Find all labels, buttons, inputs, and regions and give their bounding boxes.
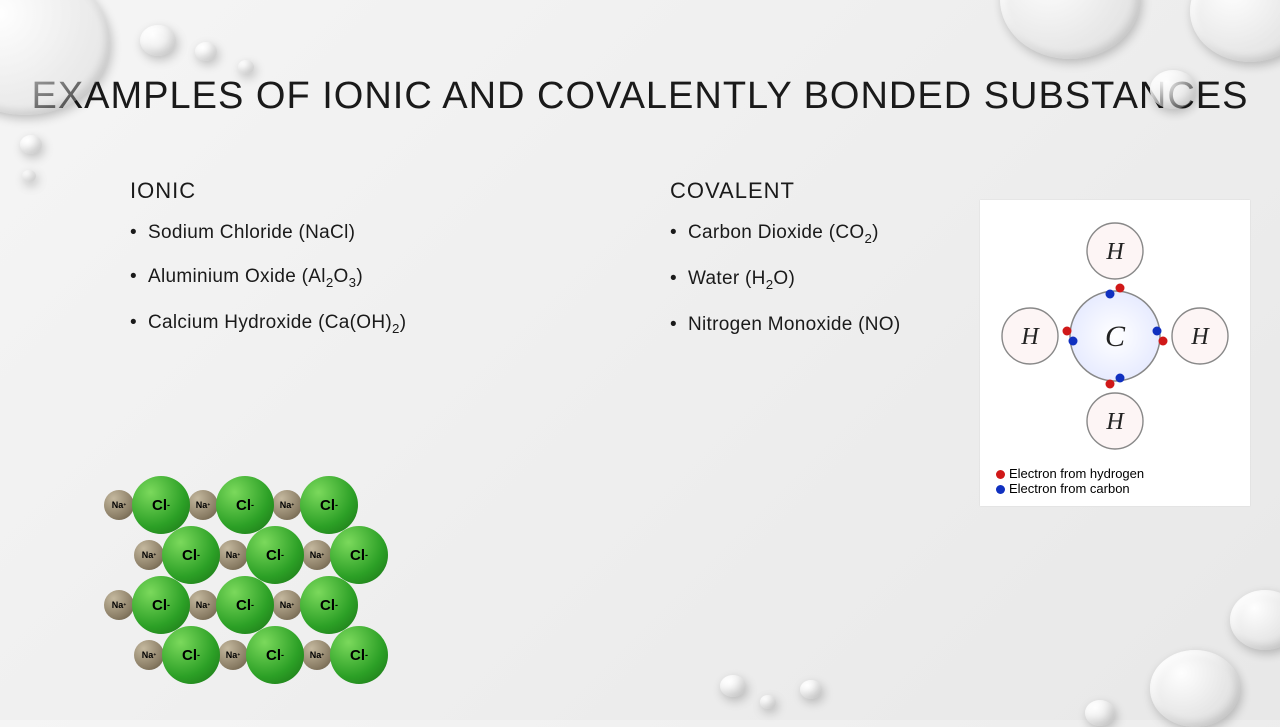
sodium-ion: Na+: [218, 640, 248, 670]
sodium-ion: Na+: [134, 540, 164, 570]
sodium-ion: Na+: [302, 640, 332, 670]
chloride-ion: Cl-: [132, 476, 190, 534]
water-droplet-decoration: [22, 170, 36, 182]
chloride-ion: Cl-: [330, 526, 388, 584]
list-item: Calcium Hydroxide (Ca(OH)2): [130, 312, 610, 336]
water-droplet-decoration: [1230, 590, 1280, 650]
water-droplet-decoration: [1150, 650, 1240, 727]
water-droplet-decoration: [760, 695, 776, 709]
list-item: Aluminium Oxide (Al2O3): [130, 266, 610, 290]
chloride-ion: Cl-: [246, 626, 304, 684]
water-droplet-decoration: [720, 675, 746, 697]
nacl-lattice-diagram: Na+Cl-Na+Cl-Na+Cl-Na+Cl-Na+Cl-Na+Cl-Na+C…: [105, 480, 387, 680]
legend-hydrogen: Electron from hydrogen: [996, 466, 1240, 481]
water-droplet-decoration: [238, 60, 254, 74]
chloride-ion: Cl-: [132, 576, 190, 634]
sodium-ion: Na+: [104, 590, 134, 620]
list-item: Sodium Chloride (NaCl): [130, 222, 610, 244]
sodium-ion: Na+: [134, 640, 164, 670]
sodium-ion: Na+: [272, 590, 302, 620]
legend-carbon: Electron from carbon: [996, 481, 1240, 496]
svg-text:H: H: [1020, 324, 1040, 350]
chloride-ion: Cl-: [162, 526, 220, 584]
chloride-ion: Cl-: [162, 626, 220, 684]
diagram-legend: Electron from hydrogen Electron from car…: [990, 466, 1240, 496]
sodium-ion: Na+: [302, 540, 332, 570]
chloride-ion: Cl-: [300, 476, 358, 534]
water-droplet-decoration: [195, 42, 217, 61]
water-droplet-decoration: [1085, 700, 1115, 726]
ionic-column: IONIC Sodium Chloride (NaCl) Aluminium Ox…: [130, 178, 610, 358]
svg-text:H: H: [1105, 409, 1125, 435]
svg-text:H: H: [1105, 239, 1125, 265]
chloride-ion: Cl-: [216, 576, 274, 634]
chloride-ion: Cl-: [246, 526, 304, 584]
svg-text:C: C: [1105, 320, 1126, 353]
sodium-ion: Na+: [272, 490, 302, 520]
sodium-ion: Na+: [188, 490, 218, 520]
svg-text:H: H: [1190, 324, 1210, 350]
sodium-ion: Na+: [218, 540, 248, 570]
ionic-heading: IONIC: [130, 178, 610, 204]
sodium-ion: Na+: [104, 490, 134, 520]
chloride-ion: Cl-: [216, 476, 274, 534]
water-droplet-decoration: [800, 680, 822, 699]
ionic-list: Sodium Chloride (NaCl) Aluminium Oxide (A…: [130, 222, 610, 336]
methane-diagram: C H H H H Electron from hydrogen Electron fr…: [980, 200, 1250, 506]
chloride-ion: Cl-: [330, 626, 388, 684]
chloride-ion: Cl-: [300, 576, 358, 634]
water-droplet-decoration: [20, 135, 42, 154]
water-droplet-decoration: [1150, 70, 1196, 109]
water-droplet-decoration: [140, 25, 176, 56]
sodium-ion: Na+: [188, 590, 218, 620]
